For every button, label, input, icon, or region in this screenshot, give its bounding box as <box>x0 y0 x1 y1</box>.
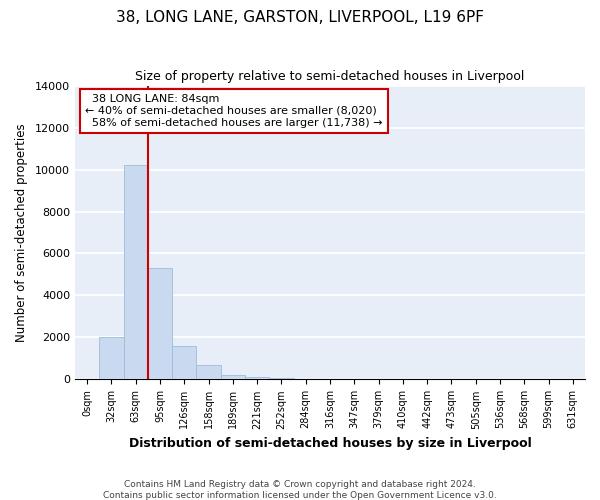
Text: 38, LONG LANE, GARSTON, LIVERPOOL, L19 6PF: 38, LONG LANE, GARSTON, LIVERPOOL, L19 6… <box>116 10 484 25</box>
Text: 38 LONG LANE: 84sqm  
← 40% of semi-detached houses are smaller (8,020)
  58% of: 38 LONG LANE: 84sqm ← 40% of semi-detach… <box>85 94 383 128</box>
Bar <box>99 338 124 380</box>
Bar <box>196 365 221 380</box>
Bar <box>124 166 148 380</box>
X-axis label: Distribution of semi-detached houses by size in Liverpool: Distribution of semi-detached houses by … <box>128 437 532 450</box>
Bar <box>269 378 293 380</box>
Text: Contains HM Land Registry data © Crown copyright and database right 2024.
Contai: Contains HM Land Registry data © Crown c… <box>103 480 497 500</box>
Title: Size of property relative to semi-detached houses in Liverpool: Size of property relative to semi-detach… <box>135 70 524 83</box>
Y-axis label: Number of semi-detached properties: Number of semi-detached properties <box>15 123 28 342</box>
Bar <box>172 346 196 380</box>
Bar <box>245 376 269 380</box>
Bar <box>148 268 172 380</box>
Bar <box>221 375 245 380</box>
